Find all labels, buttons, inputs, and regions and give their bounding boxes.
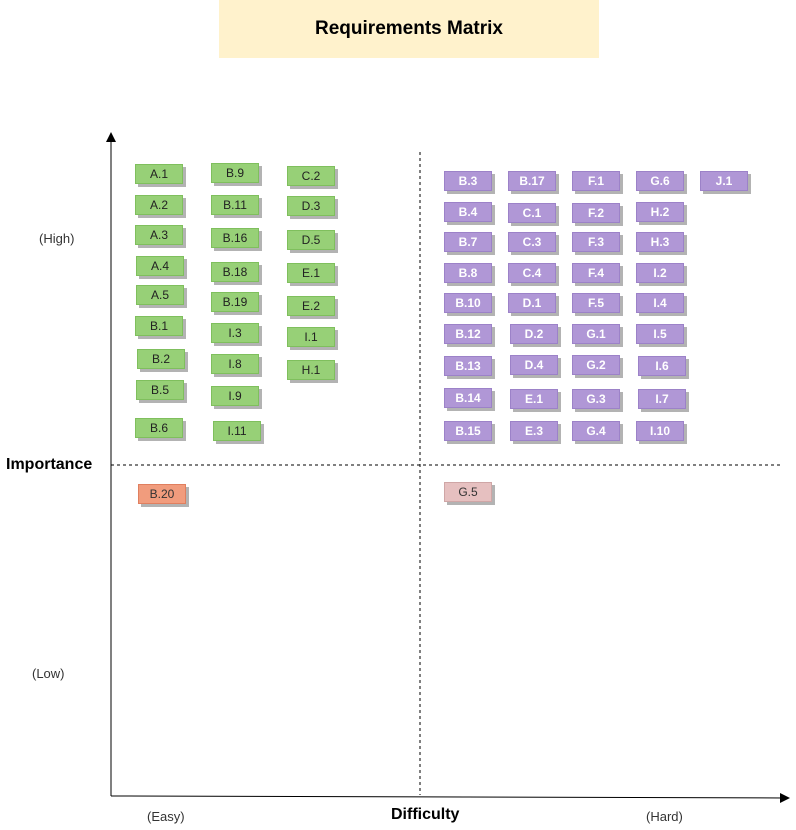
requirement-card[interactable]: B.11 <box>211 195 259 215</box>
requirement-card[interactable]: B.3 <box>444 171 492 191</box>
requirement-card[interactable]: H.1 <box>287 360 335 380</box>
difficulty-easy-label: (Easy) <box>147 809 185 824</box>
requirement-card[interactable]: B.19 <box>211 292 259 312</box>
requirement-card[interactable]: A.3 <box>135 225 183 245</box>
requirement-card[interactable]: I.3 <box>211 323 259 343</box>
requirement-card[interactable]: G.6 <box>636 171 684 191</box>
requirement-card[interactable]: B.13 <box>444 356 492 376</box>
requirement-card[interactable]: D.5 <box>287 230 335 250</box>
requirement-card[interactable]: A.5 <box>136 285 184 305</box>
requirement-card[interactable]: B.15 <box>444 421 492 441</box>
requirement-card[interactable]: B.10 <box>444 293 492 313</box>
importance-axis-label: Importance <box>6 456 93 473</box>
requirement-card[interactable]: G.2 <box>572 355 620 375</box>
requirement-card[interactable]: B.18 <box>211 262 259 282</box>
requirement-card[interactable]: B.12 <box>444 324 492 344</box>
requirement-card[interactable]: F.5 <box>572 293 620 313</box>
requirement-card[interactable]: F.4 <box>572 263 620 283</box>
requirement-card[interactable]: C.2 <box>287 166 335 186</box>
requirement-card[interactable]: B.4 <box>444 202 492 222</box>
requirement-card[interactable]: C.1 <box>508 203 556 223</box>
requirement-card[interactable]: I.9 <box>211 386 259 406</box>
requirement-card[interactable]: A.4 <box>136 256 184 276</box>
importance-high-label: (High) <box>39 231 75 246</box>
requirement-card[interactable]: B.1 <box>135 316 183 336</box>
difficulty-hard-label: (Hard) <box>646 809 683 824</box>
requirement-card[interactable]: J.1 <box>700 171 748 191</box>
requirement-card[interactable]: I.11 <box>213 421 261 441</box>
requirement-card[interactable]: G.1 <box>572 324 620 344</box>
requirement-card[interactable]: B.20 <box>138 484 186 504</box>
requirement-card[interactable]: B.8 <box>444 263 492 283</box>
requirement-card[interactable]: B.9 <box>211 163 259 183</box>
requirement-card[interactable]: B.14 <box>444 388 492 408</box>
requirement-card[interactable]: H.2 <box>636 202 684 222</box>
requirement-card[interactable]: G.5 <box>444 482 492 502</box>
importance-low-label: (Low) <box>32 666 65 681</box>
requirement-card[interactable]: A.1 <box>135 164 183 184</box>
requirement-card[interactable]: B.7 <box>444 232 492 252</box>
requirement-card[interactable]: I.6 <box>638 356 686 376</box>
requirement-card[interactable]: D.1 <box>508 293 556 313</box>
requirement-card[interactable]: I.5 <box>636 324 684 344</box>
requirement-card[interactable]: H.3 <box>636 232 684 252</box>
requirement-card[interactable]: F.2 <box>572 203 620 223</box>
requirement-card[interactable]: I.4 <box>636 293 684 313</box>
requirement-card[interactable]: F.1 <box>572 171 620 191</box>
x-axis-line <box>110 792 790 803</box>
requirement-card[interactable]: C.3 <box>508 232 556 252</box>
requirement-card[interactable]: B.17 <box>508 171 556 191</box>
requirement-card[interactable]: G.4 <box>572 421 620 441</box>
requirement-card[interactable]: I.10 <box>636 421 684 441</box>
requirement-card[interactable]: B.5 <box>136 380 184 400</box>
requirement-card[interactable]: E.1 <box>287 263 335 283</box>
diagram-title: Requirements Matrix <box>219 0 599 58</box>
requirement-card[interactable]: D.3 <box>287 196 335 216</box>
difficulty-axis-label: Difficulty <box>391 806 460 823</box>
requirement-card[interactable]: I.7 <box>638 389 686 409</box>
requirement-card[interactable]: E.1 <box>510 389 558 409</box>
requirement-card[interactable]: F.3 <box>572 232 620 252</box>
requirement-card[interactable]: E.3 <box>510 421 558 441</box>
requirement-card[interactable]: E.2 <box>287 296 335 316</box>
requirement-card[interactable]: I.8 <box>211 354 259 374</box>
requirement-card[interactable]: D.2 <box>510 324 558 344</box>
requirement-card[interactable]: B.16 <box>211 228 259 248</box>
requirement-card[interactable]: B.2 <box>137 349 185 369</box>
requirement-card[interactable]: A.2 <box>135 195 183 215</box>
requirement-card[interactable]: D.4 <box>510 355 558 375</box>
diagram-title-text: Requirements Matrix <box>315 18 503 39</box>
requirement-card[interactable]: C.4 <box>508 263 556 283</box>
requirement-card[interactable]: B.6 <box>135 418 183 438</box>
requirement-card[interactable]: G.3 <box>572 389 620 409</box>
requirement-card[interactable]: I.1 <box>287 327 335 347</box>
requirement-card[interactable]: I.2 <box>636 263 684 283</box>
